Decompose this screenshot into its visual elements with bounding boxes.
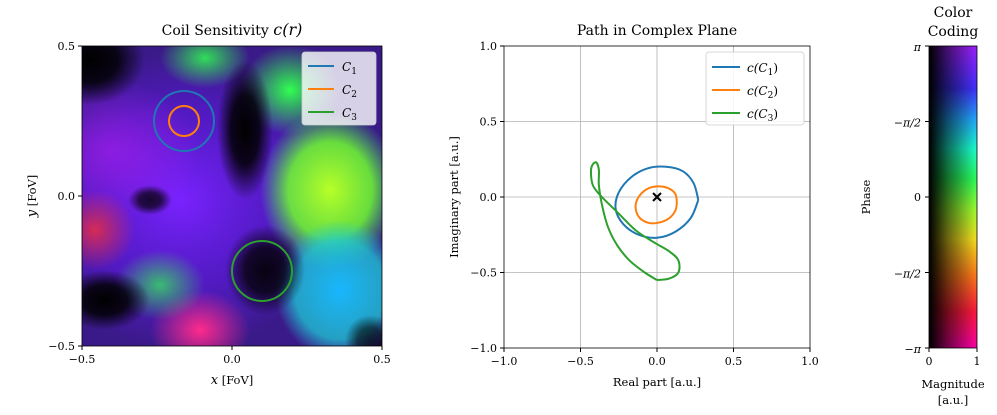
coil-circles bbox=[153, 90, 293, 302]
coil-xaxis: −0.5 0.0 0.5 x [FoV] bbox=[69, 346, 391, 388]
complex-xtick-label: 1.0 bbox=[801, 355, 819, 368]
colorbar-xaxis: 0 1 Magnitude [a.u.] bbox=[921, 348, 985, 407]
coil-xtick-label: −0.5 bbox=[69, 353, 96, 366]
colorbar-xlabel-line2: [a.u.] bbox=[938, 393, 969, 407]
complex-legend-label: c(C2) bbox=[747, 84, 778, 101]
colorbar-xtick-label: 1 bbox=[974, 355, 981, 368]
colorbar-ytick-label: −π/2 bbox=[894, 117, 921, 130]
colorbar-title-line2: Coding bbox=[928, 24, 979, 40]
complex-ytick-label: −0.5 bbox=[470, 267, 497, 280]
colorbar-ytick-label: −π/2 bbox=[894, 268, 921, 281]
coil-legend-label: C1 bbox=[342, 60, 357, 77]
colorbar-xtick-label: 0 bbox=[926, 355, 933, 368]
complex-paths bbox=[589, 161, 700, 282]
coil-xtick-label: 0.0 bbox=[223, 353, 241, 366]
coil-circle-2 bbox=[168, 105, 200, 137]
coil-circle-3 bbox=[231, 240, 293, 302]
colorbar-ytick-label: −π bbox=[905, 343, 922, 356]
complex-title: Path in Complex Plane bbox=[577, 23, 737, 39]
panel-color-coding: Color Coding π −π/2 0 −π/2 −π Phase 0 1 … bbox=[859, 5, 985, 407]
origin-marker bbox=[652, 192, 662, 202]
colorbar-yaxis: π −π/2 0 −π/2 −π Phase bbox=[859, 41, 929, 356]
complex-xlabel: Real part [a.u.] bbox=[613, 375, 701, 389]
colorbar-ytick-label: π bbox=[913, 41, 922, 54]
coil-legend-label: C2 bbox=[342, 83, 357, 100]
complex-legend: c(C1) c(C2) c(C3) bbox=[705, 51, 805, 126]
coil-ytick-label: 0.0 bbox=[58, 190, 76, 203]
coil-ylabel: y [FoV] bbox=[25, 175, 40, 219]
coil-ytick-label: −0.5 bbox=[48, 340, 75, 353]
coil-ytick-label: 0.5 bbox=[58, 40, 76, 53]
colorbar-ytick-label: 0 bbox=[914, 191, 921, 204]
coil-xtick-label: 0.5 bbox=[373, 353, 391, 366]
panel-coil-sensitivity: Coil Sensitivity c(r) −0.5 bbox=[25, 20, 391, 388]
coil-circle-1 bbox=[153, 90, 215, 152]
complex-legend-label: c(C3) bbox=[747, 107, 778, 124]
coil-legend: C1 C2 C3 bbox=[301, 51, 377, 126]
complex-xtick-label: 0.5 bbox=[725, 355, 743, 368]
panel-complex-plane: Path in Complex Plane −1.0 −0.5 0.0 0.5 bbox=[447, 23, 819, 389]
complex-xaxis: −1.0 −0.5 0.0 0.5 1.0 Real part [a.u.] bbox=[491, 348, 819, 389]
complex-xtick-label: −1.0 bbox=[491, 355, 518, 368]
complex-ytick-label: 0.0 bbox=[480, 191, 498, 204]
complex-legend-label: c(C1) bbox=[747, 61, 778, 78]
complex-ytick-label: 1.0 bbox=[480, 40, 498, 53]
complex-path-3 bbox=[589, 161, 681, 282]
complex-path-2 bbox=[634, 185, 678, 225]
complex-ylabel: Imaginary part [a.u.] bbox=[447, 136, 461, 258]
complex-ytick-label: −1.0 bbox=[470, 342, 497, 355]
colorbar-ylabel: Phase bbox=[859, 179, 873, 214]
colorbar-magnitude-shade bbox=[929, 46, 977, 348]
coil-legend-label: C3 bbox=[342, 106, 357, 123]
colorbar-title-line1: Color bbox=[934, 5, 973, 21]
complex-ytick-label: 0.5 bbox=[480, 116, 498, 129]
coil-yaxis: 0.5 0.0 −0.5 y [FoV] bbox=[25, 40, 82, 353]
complex-yaxis: 1.0 0.5 0.0 −0.5 −1.0 Imaginary part [a.… bbox=[447, 40, 504, 355]
coil-xlabel: x [FoV] bbox=[211, 373, 254, 388]
complex-path-1 bbox=[614, 165, 700, 239]
coil-title: Coil Sensitivity c(r) bbox=[162, 20, 303, 39]
colorbar-xlabel-line1: Magnitude bbox=[921, 377, 984, 391]
complex-xtick-label: −0.5 bbox=[567, 355, 594, 368]
complex-xtick-label: 0.0 bbox=[648, 355, 666, 368]
